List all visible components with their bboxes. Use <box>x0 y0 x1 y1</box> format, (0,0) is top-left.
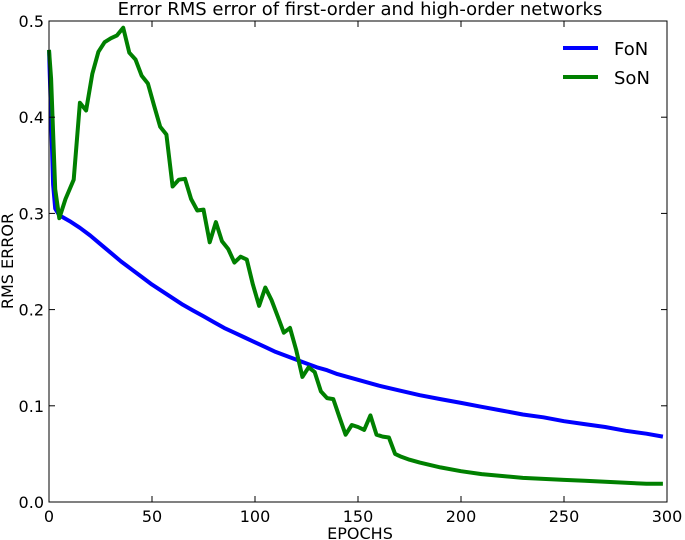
y-tick-label: 0.0 <box>19 493 44 512</box>
x-tick-label: 50 <box>142 507 162 526</box>
legend-label-fon: FoN <box>614 39 648 60</box>
plot-area <box>47 20 668 503</box>
x-tick-label: 150 <box>343 507 374 526</box>
x-axis: 0 50 100 150 200 250 300 <box>44 21 682 526</box>
y-axis-title: RMS ERROR <box>0 213 17 309</box>
x-tick-label: 200 <box>446 507 477 526</box>
legend: FoN SoN <box>563 39 650 89</box>
y-tick-label: 0.2 <box>19 301 44 320</box>
x-tick-label: 100 <box>240 507 271 526</box>
legend-label-son: SoN <box>614 68 650 89</box>
x-axis-title: EPOCHS <box>327 524 393 540</box>
series-line-son <box>47 25 663 486</box>
y-tick-label: 0.4 <box>19 108 44 127</box>
x-tick-label: 0 <box>44 507 54 526</box>
y-tick-label: 0.5 <box>19 12 44 31</box>
x-tick-label: 300 <box>652 507 683 526</box>
series-line-fon <box>47 49 664 439</box>
chart-title: Error RMS error of first-order and high-… <box>118 0 603 20</box>
plot-frame <box>48 20 668 503</box>
y-tick-label: 0.1 <box>19 397 44 416</box>
x-tick-label: 250 <box>549 507 580 526</box>
y-tick-label: 0.3 <box>19 204 44 223</box>
series-layer <box>47 25 664 486</box>
y-axis: 0.0 0.1 0.2 0.3 0.4 0.5 <box>19 12 667 512</box>
